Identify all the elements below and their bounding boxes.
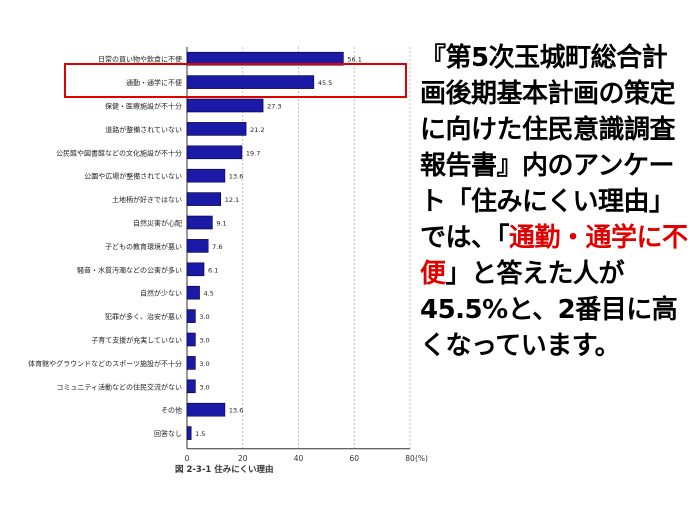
bar [186,426,192,440]
value-label: 3.0 [199,313,209,321]
bar [186,356,196,370]
bar [186,402,226,417]
bar [186,379,196,394]
value-label: 4.5 [204,290,214,298]
bar [186,262,205,277]
category-label: 犯罪が多く、治安が悪い [105,312,182,321]
description-text-after: 」と答えた人が45.5%と、2番目に高くなっています。 [420,259,678,361]
category-label: 騒音・水質汚濁などの公害が多い [77,265,182,274]
value-label: 19.7 [246,149,260,157]
bar [186,168,226,183]
bar [186,215,213,230]
category-label: 日常の買い物や飲食に不便 [98,55,182,64]
category-label: 公民館や図書館などの文化施設が不十分 [56,148,182,157]
value-label: 3.0 [199,383,209,391]
x-tick-label: 0 [185,454,190,463]
x-tick-label: 20 [238,454,248,463]
value-label: 13.6 [229,407,243,415]
category-label: 回答なし [154,429,182,438]
value-label: 7.6 [212,243,222,251]
category-label: 土地柄が好きではない [112,195,182,204]
value-label: 6.1 [208,266,218,274]
category-label: 子育て支援が充実していない [91,336,182,345]
value-label: 3.0 [199,360,209,368]
value-label: 21.2 [250,126,264,134]
bar [186,239,209,253]
category-label: 通勤・通学に不便 [126,78,182,87]
value-label: 9.1 [216,220,226,228]
highlight-box [64,63,407,98]
category-label: 保健・医療施設が不十分 [105,102,182,111]
bar [186,51,344,66]
bar [186,285,200,300]
bar [186,98,264,113]
value-label: 1.5 [195,430,205,438]
bar [186,192,222,206]
x-unit-label: (%) [415,454,428,463]
description-text-before: 『第5次玉城町総合計画後期基本計画の策定に向けた住民意識調査 報告書』内のアンケ… [420,43,699,253]
category-label: 公園や広場が整備されていない [84,172,182,181]
bar [186,122,247,136]
x-tick-label: 60 [349,454,359,463]
bar [186,75,315,89]
x-tick-label: 40 [294,454,304,463]
bar [186,145,243,160]
x-tick-label: 80 [405,454,415,463]
value-label: 45.5 [318,79,332,87]
category-label: 自然災害が心配 [133,219,182,228]
category-label: 道路が整備されていない [105,125,182,134]
description-text: 『第5次玉城町総合計画後期基本計画の策定に向けた住民意識調査 報告書』内のアンケ… [420,40,699,364]
category-label: 子どもの教育環境が悪い [105,242,182,251]
value-label: 27.3 [267,103,281,111]
bar [186,309,196,323]
category-label: 自然が少ない [140,289,182,298]
value-label: 56.1 [347,56,361,64]
value-label: 12.1 [225,196,239,204]
value-label: 3.0 [199,337,209,345]
description-highlight: 通勤・通学に不便 [420,223,688,289]
category-label: 体育館やグラウンドなどのスポーツ施設が不十分 [28,359,182,368]
figure-caption: 図 2-3-1 住みにくい理由 [175,464,274,475]
bar [186,332,196,347]
category-label: コミュニティ活動などの住民交流がない [56,382,182,391]
category-label: その他 [161,406,182,415]
value-label: 13.6 [229,173,243,181]
